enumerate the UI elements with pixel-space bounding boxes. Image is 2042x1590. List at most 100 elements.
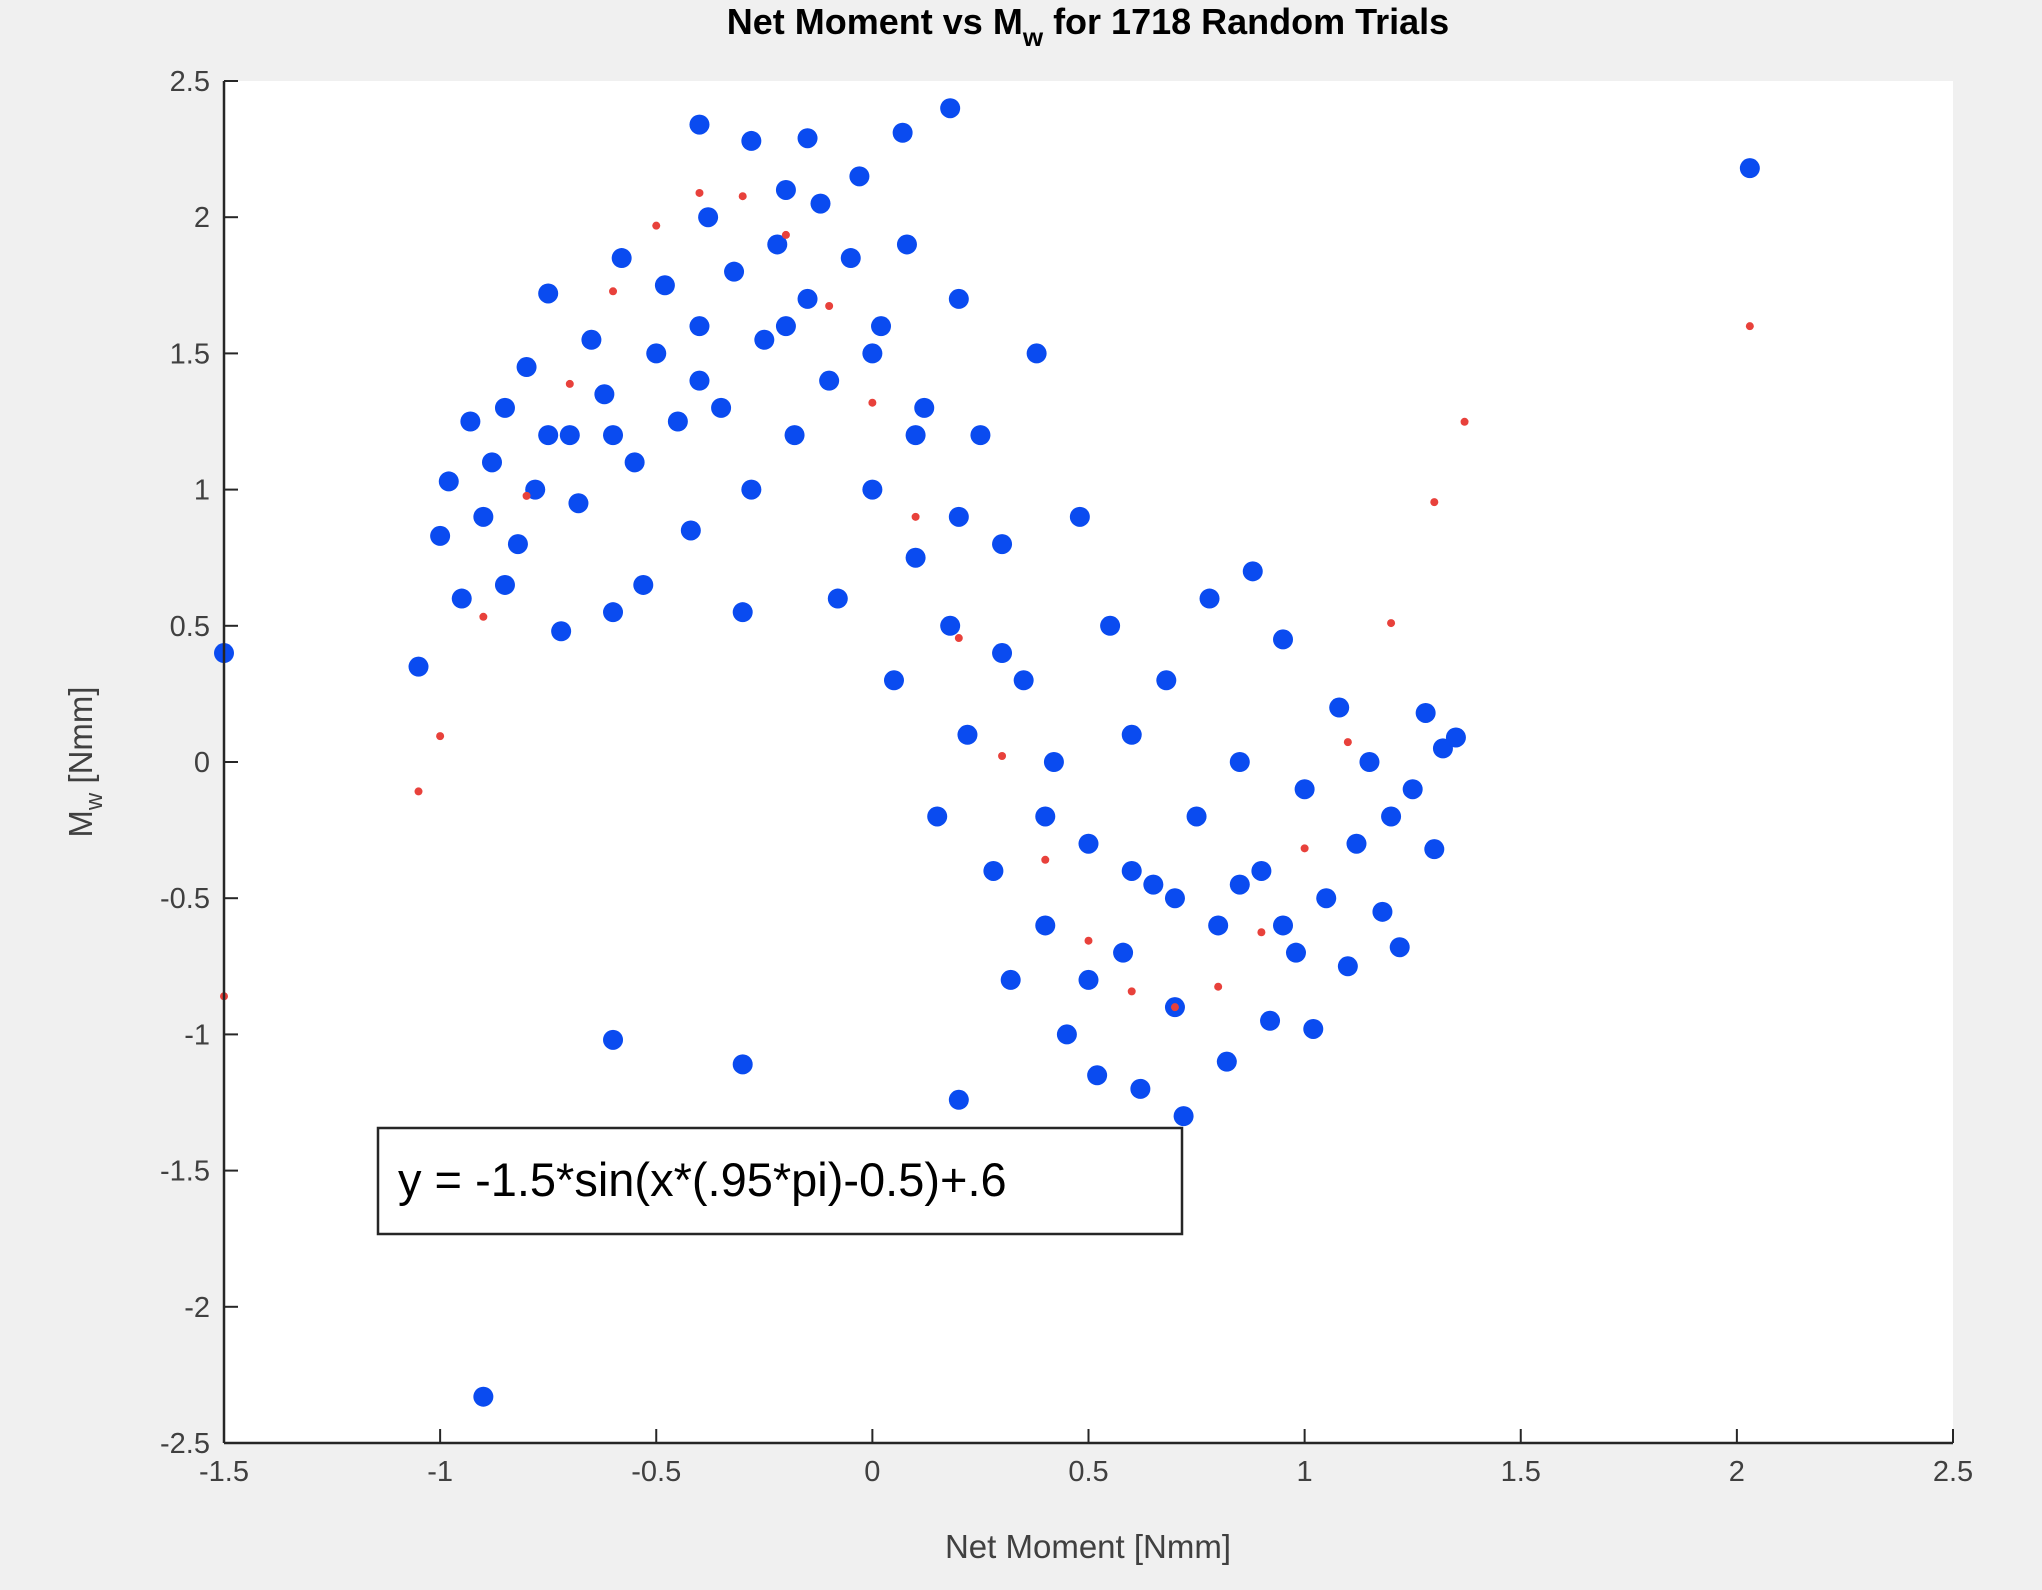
point	[1078, 969, 1099, 990]
point	[998, 752, 1007, 761]
point	[494, 574, 515, 595]
point	[451, 588, 472, 609]
point	[849, 166, 870, 187]
y-tick-label: -1.5	[160, 1156, 210, 1188]
point	[732, 1054, 753, 1075]
point	[905, 547, 926, 568]
point	[1329, 697, 1350, 718]
y-tick-label: 2	[194, 202, 210, 234]
point	[479, 612, 488, 621]
annotation: y = -1.5*sin(x*(.95*pi)-0.5)+.6	[398, 1153, 1007, 1206]
point	[408, 656, 429, 677]
point	[1303, 1018, 1324, 1039]
point	[551, 621, 572, 642]
point	[905, 425, 926, 446]
point	[538, 283, 559, 304]
point	[1273, 915, 1294, 936]
point	[538, 425, 559, 446]
point	[911, 512, 920, 521]
point	[948, 506, 969, 527]
point	[1745, 322, 1754, 331]
x-tick-label: 2	[1729, 1456, 1745, 1488]
point	[654, 275, 675, 296]
point	[1113, 942, 1134, 963]
point	[1424, 839, 1445, 860]
point	[507, 534, 528, 555]
point	[1173, 1106, 1194, 1127]
point	[1186, 806, 1207, 827]
point	[1121, 724, 1142, 745]
y-tick-label: 1.5	[170, 338, 210, 370]
point	[927, 806, 948, 827]
point	[1078, 833, 1099, 854]
point	[1199, 588, 1220, 609]
point	[1026, 343, 1047, 364]
point	[948, 288, 969, 309]
x-tick-label: 0	[864, 1456, 880, 1488]
point	[992, 643, 1013, 664]
point	[754, 329, 775, 350]
point	[825, 302, 834, 311]
x-tick-label: 0.5	[1068, 1456, 1108, 1488]
point	[1430, 498, 1439, 507]
point	[1013, 670, 1034, 691]
point	[1260, 1010, 1281, 1031]
point	[1739, 158, 1760, 179]
point	[1216, 1051, 1237, 1072]
point	[1069, 506, 1090, 527]
point	[1035, 915, 1056, 936]
point	[603, 602, 624, 623]
point	[460, 411, 481, 432]
point	[680, 520, 701, 541]
point	[414, 787, 423, 796]
point	[1372, 901, 1393, 922]
point	[603, 425, 624, 446]
ylabel-part: M	[62, 810, 99, 838]
point	[797, 128, 818, 149]
point	[1316, 888, 1337, 909]
point	[652, 221, 661, 230]
point	[1257, 928, 1266, 937]
point	[871, 316, 892, 337]
point	[767, 234, 788, 255]
y-tick-label: -2.5	[160, 1428, 210, 1460]
point	[698, 207, 719, 228]
x-tick-label: 2.5	[1933, 1456, 1973, 1488]
point	[1100, 615, 1121, 636]
point	[473, 1386, 494, 1407]
x-tick-label: 1	[1297, 1456, 1313, 1488]
point	[992, 534, 1013, 555]
point	[1343, 738, 1352, 747]
point	[741, 479, 762, 500]
y-axis-label: Mw [Nmm]	[62, 686, 108, 837]
point	[819, 370, 840, 391]
point	[633, 574, 654, 595]
point	[568, 493, 589, 514]
point	[775, 179, 796, 200]
point	[1389, 937, 1410, 958]
point	[1359, 752, 1380, 772]
y-tick-label: 0.5	[170, 611, 210, 643]
point	[1273, 629, 1294, 650]
point	[810, 193, 831, 214]
point	[883, 670, 904, 691]
point	[609, 287, 618, 296]
point	[1242, 561, 1263, 582]
point	[1043, 752, 1064, 772]
point	[689, 316, 710, 337]
point	[732, 602, 753, 623]
x-tick-label: -0.5	[631, 1456, 681, 1488]
title-part: Net Moment vs M	[727, 1, 1023, 42]
point	[667, 411, 688, 432]
point	[1084, 936, 1093, 945]
point	[868, 398, 877, 407]
point	[1041, 855, 1050, 864]
point	[494, 397, 515, 418]
point	[430, 525, 451, 546]
y-tick-label: -0.5	[160, 883, 210, 915]
point	[1346, 833, 1367, 854]
point	[646, 343, 667, 364]
x-tick-label: -1.5	[199, 1456, 249, 1488]
point	[827, 588, 848, 609]
